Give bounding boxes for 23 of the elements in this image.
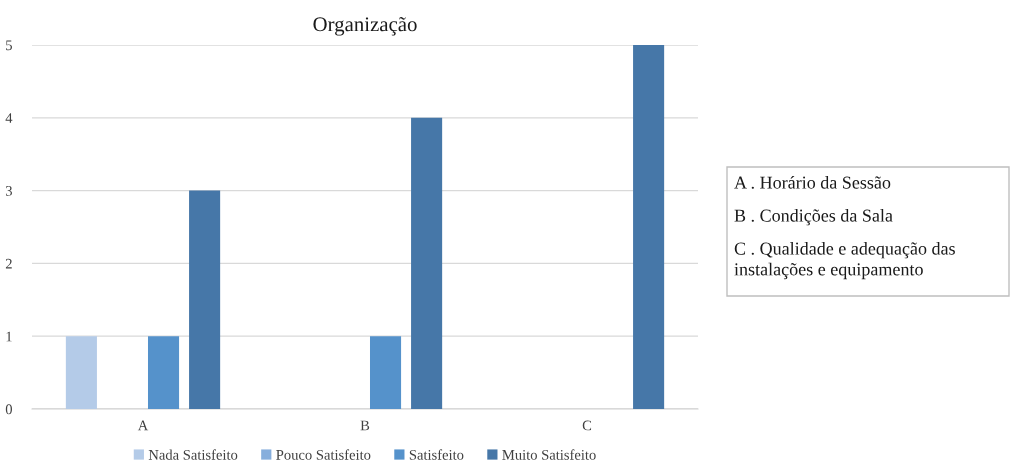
y-tick-label: 3 bbox=[5, 186, 12, 196]
bar bbox=[633, 45, 665, 409]
y-tick-label: 1 bbox=[6, 331, 12, 342]
bar bbox=[369, 336, 402, 409]
text: A . Horário da Sessão bbox=[734, 175, 891, 189]
x-tick-label: C bbox=[582, 420, 592, 431]
chart-title: Organização bbox=[313, 17, 417, 36]
y-tick-label: 0 bbox=[5, 404, 12, 415]
text: B . Condições da Sala bbox=[734, 209, 893, 226]
bar bbox=[189, 190, 221, 409]
y-tick-label: 5 bbox=[6, 40, 12, 51]
legend-label: Satisfeito bbox=[409, 449, 464, 460]
legend-label: Nada Satisfeito bbox=[148, 449, 238, 460]
legend-label: Pouco Satisfeito bbox=[276, 449, 371, 460]
text: C . Qualidade e adequação das instalações e equipamento bbox=[734, 242, 955, 280]
legend-label: Muito Satisfeito bbox=[502, 449, 596, 460]
y-tick-label: 4 bbox=[5, 113, 13, 123]
bar bbox=[147, 336, 180, 409]
x-tick-label: A bbox=[137, 420, 149, 431]
bar bbox=[411, 117, 443, 409]
bar bbox=[65, 336, 97, 409]
x-tick-label: B bbox=[360, 420, 370, 431]
y-tick-label: 2 bbox=[5, 258, 12, 269]
